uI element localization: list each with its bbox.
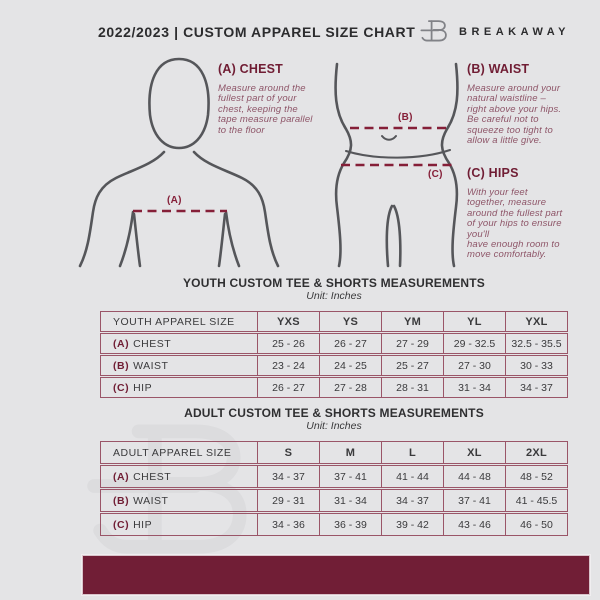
table-cell: 24 - 25 <box>319 353 382 377</box>
youth-table-unit: Unit: Inches <box>306 290 362 302</box>
table-cell: 27 - 29 <box>381 331 444 355</box>
youth-size-ys: YS <box>319 311 382 333</box>
waist-heading: (B) WAIST <box>467 62 530 76</box>
adult-size-table: ADULT APPAREL SIZE S M L XL 2XL (A) CHEST… <box>100 441 568 536</box>
youth-size-table: YOUTH APPAREL SIZE YXS YS YM YL YXL (A) C… <box>100 311 568 398</box>
hips-line-label: (C) <box>428 169 443 180</box>
adult-size-xl: XL <box>443 441 506 465</box>
adult-size-2xl: 2XL <box>505 441 568 465</box>
table-cell: 28 - 31 <box>381 375 444 398</box>
breakaway-logo-icon <box>420 20 447 42</box>
table-cell: 31 - 34 <box>319 487 382 513</box>
youth-size-yxs: YXS <box>257 311 320 333</box>
adult-chest-row: (A) CHEST 34 - 37 37 - 41 41 - 44 44 - 48… <box>100 463 568 489</box>
waist-line-label: (B) <box>398 112 413 123</box>
adult-size-m: M <box>319 441 382 465</box>
table-cell: 41 - 45.5 <box>505 487 568 513</box>
youth-size-ym: YM <box>381 311 444 333</box>
adult-size-section: ADULT CUSTOM TEE & SHORTS MEASUREMENTS U… <box>100 406 568 536</box>
adult-header-row: ADULT APPAREL SIZE S M L XL 2XL <box>100 441 568 465</box>
adult-waist-label: (B) WAIST <box>100 487 258 513</box>
table-cell: 23 - 24 <box>257 353 320 377</box>
table-cell: 27 - 28 <box>319 375 382 398</box>
table-cell: 29 - 31 <box>257 487 320 513</box>
brand-block: BREAKAWAY <box>420 16 570 44</box>
adult-hip-row: (C) HIP 34 - 36 36 - 39 39 - 42 43 - 46 4… <box>100 511 568 536</box>
table-cell: 41 - 44 <box>381 463 444 489</box>
table-cell: 37 - 41 <box>319 463 382 489</box>
adult-size-label: ADULT APPAREL SIZE <box>100 441 258 465</box>
table-cell: 29 - 32.5 <box>443 331 506 355</box>
table-cell: 37 - 41 <box>443 487 506 513</box>
youth-chest-label: (A) CHEST <box>100 331 258 355</box>
hips-instructions: (C) HIPS With your feet together, measur… <box>467 166 589 261</box>
table-cell: 48 - 52 <box>505 463 568 489</box>
youth-chest-row: (A) CHEST 25 - 26 26 - 27 27 - 29 29 - 32… <box>100 331 568 355</box>
table-cell: 34 - 36 <box>257 511 320 536</box>
adult-chest-label: (A) CHEST <box>100 463 258 489</box>
table-cell: 36 - 39 <box>319 511 382 536</box>
table-cell: 26 - 27 <box>319 331 382 355</box>
table-cell: 25 - 27 <box>381 353 444 377</box>
youth-size-section: YOUTH CUSTOM TEE & SHORTS MEASUREMENTS U… <box>100 276 568 398</box>
adult-waist-row: (B) WAIST 29 - 31 31 - 34 34 - 37 37 - 41… <box>100 487 568 513</box>
table-cell: 25 - 26 <box>257 331 320 355</box>
table-cell: 30 - 33 <box>505 353 568 377</box>
chest-body-text: Measure around the fullest part of your … <box>218 83 313 136</box>
adult-size-s: S <box>257 441 320 465</box>
table-cell: 26 - 27 <box>257 375 320 398</box>
waist-instructions: (B) WAIST Measure around your natural wa… <box>467 62 589 146</box>
table-cell: 39 - 42 <box>381 511 444 536</box>
adult-hip-label: (C) HIP <box>100 511 258 536</box>
youth-waist-label: (B) WAIST <box>100 353 258 377</box>
waist-body-text: Measure around your natural waistline – … <box>467 83 562 147</box>
youth-table-title: YOUTH CUSTOM TEE & SHORTS MEASUREMENTS <box>182 276 486 290</box>
table-cell: 31 - 34 <box>443 375 506 398</box>
table-cell: 32.5 - 35.5 <box>505 331 568 355</box>
footer-accent-bar <box>81 554 591 596</box>
chest-line-label: (A) <box>167 195 182 206</box>
adult-size-l: L <box>381 441 444 465</box>
youth-hip-label: (C) HIP <box>100 375 258 398</box>
table-cell: 34 - 37 <box>257 463 320 489</box>
table-cell: 44 - 48 <box>443 463 506 489</box>
table-cell: 27 - 30 <box>443 353 506 377</box>
chest-heading: (A) CHEST <box>218 62 283 76</box>
table-cell: 43 - 46 <box>443 511 506 536</box>
hips-heading: (C) HIPS <box>467 166 519 180</box>
table-cell: 46 - 50 <box>505 511 568 536</box>
youth-header-row: YOUTH APPAREL SIZE YXS YS YM YL YXL <box>100 311 568 333</box>
youth-size-label: YOUTH APPAREL SIZE <box>100 311 258 333</box>
youth-size-yl: YL <box>443 311 506 333</box>
table-cell: 34 - 37 <box>505 375 568 398</box>
adult-table-title: ADULT CUSTOM TEE & SHORTS MEASUREMENTS <box>184 406 484 420</box>
brand-name: BREAKAWAY <box>459 26 570 38</box>
page-title: 2022/2023 | CUSTOM APPAREL SIZE CHART <box>98 24 416 40</box>
hips-body-text: With your feet together, measure around … <box>467 187 563 261</box>
table-cell: 34 - 37 <box>381 487 444 513</box>
chest-instructions: (A) CHEST Measure around the fullest par… <box>218 62 336 136</box>
youth-waist-row: (B) WAIST 23 - 24 24 - 25 25 - 27 27 - 30… <box>100 353 568 377</box>
youth-hip-row: (C) HIP 26 - 27 27 - 28 28 - 31 31 - 34 3… <box>100 375 568 398</box>
youth-size-yxl: YXL <box>505 311 568 333</box>
adult-table-unit: Unit: Inches <box>306 420 362 432</box>
